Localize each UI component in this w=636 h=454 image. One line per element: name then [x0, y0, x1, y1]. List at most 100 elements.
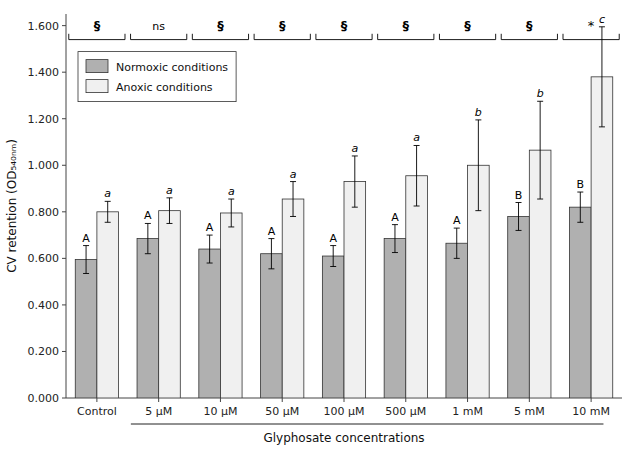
error-cap	[166, 223, 172, 224]
error-cap	[577, 222, 583, 223]
significance-bracket	[254, 34, 310, 40]
significance-label: §	[94, 18, 101, 33]
letter-label: A	[206, 221, 214, 234]
letter-label: b	[537, 87, 544, 100]
error-cap	[330, 266, 336, 267]
x-tick-label: 50 μM	[265, 405, 299, 418]
error-stem	[333, 246, 334, 267]
significance-bracket	[316, 34, 372, 40]
error-cap	[392, 252, 398, 253]
error-cap	[145, 253, 151, 254]
bar	[569, 207, 591, 398]
bar	[406, 176, 428, 398]
error-bar	[475, 120, 481, 211]
y-tick-label: 0.800	[28, 206, 60, 219]
y-tick	[62, 258, 66, 259]
error-cap	[537, 101, 543, 102]
error-stem	[580, 192, 581, 222]
letter-label: a	[166, 184, 173, 197]
error-bar	[599, 27, 605, 127]
error-cap	[166, 197, 172, 198]
significance-label: *	[588, 18, 595, 33]
error-bar	[330, 246, 336, 267]
error-cap	[516, 230, 522, 231]
letter-label: a	[104, 187, 111, 200]
error-stem	[416, 145, 417, 206]
error-cap	[290, 181, 296, 182]
letter-label: A	[329, 232, 337, 245]
x-tick	[591, 398, 592, 402]
error-cap	[537, 199, 543, 200]
x-axis-label: Glyphosate concentrations	[263, 431, 424, 445]
error-cap	[83, 245, 89, 246]
letter-label: A	[453, 214, 461, 227]
significance-label: ns	[152, 20, 165, 33]
error-cap	[599, 126, 605, 127]
bar	[344, 182, 366, 398]
error-bar	[290, 182, 296, 217]
error-cap	[105, 222, 111, 223]
legend: Normoxic conditions Anoxic conditions	[78, 52, 236, 102]
chart: 0.0000.2000.4000.6000.8001.0001.2001.400…	[0, 0, 636, 454]
y-tick	[62, 304, 66, 305]
error-cap	[475, 210, 481, 211]
bar	[137, 239, 159, 398]
legend-entry: Anoxic conditions	[116, 81, 213, 94]
error-bar	[228, 199, 234, 227]
x-tick-label: 5 mM	[514, 405, 545, 418]
x-tick-label: 5 μM	[145, 405, 172, 418]
error-bar	[268, 239, 274, 269]
error-cap	[454, 228, 460, 229]
significance-bracket	[131, 34, 187, 40]
legend-entry: Normoxic conditions	[116, 61, 228, 74]
error-cap	[105, 201, 111, 202]
error-bar	[414, 145, 420, 206]
error-bar	[392, 225, 398, 253]
concentration-underline	[131, 424, 604, 425]
error-cap	[454, 258, 460, 259]
error-bar	[516, 203, 522, 231]
error-cap	[228, 226, 234, 227]
letter-label: a	[228, 185, 235, 198]
error-stem	[354, 156, 355, 207]
error-stem	[478, 120, 479, 211]
error-bar	[207, 235, 213, 263]
bar	[220, 213, 242, 398]
y-tick	[62, 398, 66, 399]
y-tick-label: 1.000	[28, 159, 60, 172]
x-tick	[282, 398, 283, 402]
error-stem	[169, 198, 170, 224]
x-tick-label: Control	[77, 405, 117, 418]
error-cap	[414, 145, 420, 146]
error-stem	[394, 225, 395, 253]
error-cap	[268, 238, 274, 239]
error-cap	[207, 263, 213, 264]
error-cap	[330, 245, 336, 246]
bar	[199, 249, 221, 398]
letter-label: A	[144, 209, 152, 222]
error-cap	[414, 206, 420, 207]
error-cap	[599, 26, 605, 27]
error-stem	[231, 199, 232, 227]
error-cap	[392, 224, 398, 225]
x-tick	[158, 398, 159, 402]
x-tick	[96, 398, 97, 402]
error-cap	[475, 119, 481, 120]
bar	[97, 212, 119, 398]
error-cap	[228, 199, 234, 200]
error-cap	[290, 216, 296, 217]
bar	[75, 260, 97, 398]
error-bar	[105, 201, 111, 222]
error-bar	[454, 228, 460, 258]
bar	[159, 211, 181, 398]
y-tick	[62, 351, 66, 352]
letter-label: c	[599, 13, 605, 26]
significance-bracket	[563, 34, 619, 40]
x-tick	[529, 398, 530, 402]
significance-label: §	[464, 18, 471, 33]
error-stem	[540, 101, 541, 199]
legend-swatch	[86, 80, 108, 93]
error-stem	[456, 228, 457, 258]
bar	[508, 216, 530, 398]
x-tick-label: 1 mM	[452, 405, 483, 418]
